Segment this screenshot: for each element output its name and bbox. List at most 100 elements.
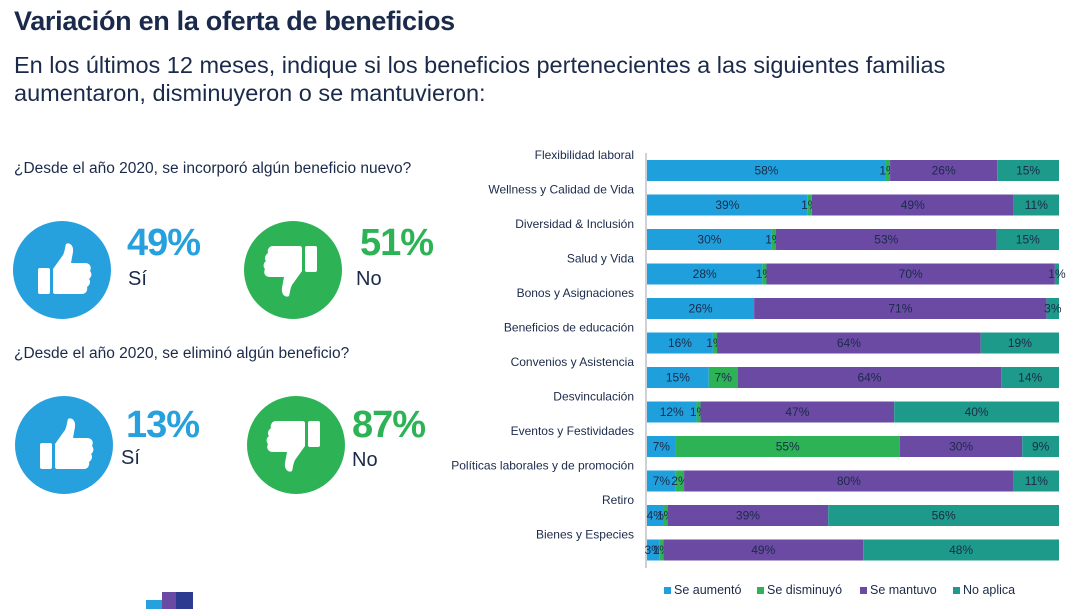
bar-segment — [980, 332, 1059, 354]
bar-segment — [700, 401, 895, 423]
page-subtitle: En los últimos 12 meses, indique si los … — [14, 52, 946, 106]
data-label: 28% — [693, 267, 717, 281]
data-label: 55% — [776, 440, 800, 454]
data-label: 3% — [644, 543, 662, 557]
yes-removed-label: Sí — [121, 447, 140, 469]
question-new-benefit: ¿Desde el año 2020, se incorporó algún b… — [14, 160, 412, 177]
data-label: 4% — [647, 509, 665, 523]
thumbs-up-icon — [38, 243, 92, 294]
data-label: 49% — [751, 543, 775, 557]
yes-new-label: Sí — [128, 268, 147, 290]
bar-segment — [717, 332, 981, 354]
bar-segment — [811, 194, 1014, 216]
category-label: Bonos y Asignaciones — [517, 286, 634, 300]
bar-segment — [1001, 367, 1059, 388]
bar-segment — [675, 470, 685, 492]
data-label: 48% — [949, 543, 973, 557]
bar-segment — [708, 367, 738, 388]
data-label: 39% — [736, 509, 760, 523]
bar-segment — [647, 298, 755, 319]
data-label: 12% — [660, 405, 684, 419]
bar-segment — [647, 160, 886, 181]
thumbs-down-icon — [263, 246, 317, 297]
bar-segment — [863, 539, 1059, 561]
bar-segment — [1022, 436, 1059, 457]
bar-segment — [1046, 298, 1059, 319]
legend-swatch — [664, 587, 671, 594]
bar-segment — [647, 332, 713, 354]
data-label: 56% — [932, 509, 956, 523]
logo-mark — [176, 592, 193, 609]
category-label: Beneficios de educación — [504, 321, 634, 335]
logo-mark — [146, 600, 162, 609]
bar-segment — [1013, 194, 1059, 216]
data-label: 30% — [949, 440, 973, 454]
category-label: Políticas laborales y de promoción — [451, 459, 634, 473]
data-label: 3% — [1044, 302, 1062, 316]
category-label: Eventos y Festividades — [511, 424, 634, 438]
bar-segment — [766, 263, 1055, 285]
bar-segment — [684, 470, 1014, 492]
page-title: Variación en la oferta de beneficios — [14, 6, 455, 36]
bar-segment — [663, 505, 668, 526]
thumbs-up-icon — [40, 418, 94, 469]
bar-segment — [659, 539, 664, 561]
bar-segment — [647, 263, 763, 285]
bar-segment — [647, 436, 676, 457]
data-label: 11% — [1025, 198, 1048, 212]
bar-segment — [647, 401, 697, 423]
category-label: Convenios y Asistencia — [511, 355, 635, 369]
category-label: Salud y Vida — [567, 252, 634, 266]
data-label: 53% — [874, 233, 898, 247]
bar-segment — [828, 505, 1059, 526]
category-label: Diversidad & Inclusión — [515, 217, 634, 231]
legend-label: No aplica — [963, 583, 1015, 597]
data-label: 7% — [653, 474, 671, 488]
data-label: 26% — [932, 164, 956, 178]
no-removed-pct: 87% — [352, 404, 426, 446]
bar-segment — [885, 160, 891, 181]
data-label: 15% — [1016, 164, 1040, 178]
bar-segment — [647, 539, 660, 561]
bar-segment — [675, 436, 900, 457]
data-label: 71% — [888, 302, 912, 316]
bar-segment — [771, 229, 777, 250]
data-label: 47% — [785, 405, 809, 419]
data-label: 40% — [965, 405, 989, 419]
yes-new-pct: 49% — [127, 222, 201, 264]
data-label: 16% — [668, 336, 692, 350]
no-new-label: No — [356, 268, 382, 290]
yes-removed-circle — [15, 396, 113, 494]
category-label: Flexibilidad laboral — [535, 148, 634, 162]
bar-segment — [754, 298, 1047, 319]
data-label: 14% — [1018, 371, 1042, 385]
data-label: 15% — [1016, 233, 1040, 247]
yes-new-circle — [13, 221, 111, 319]
data-label: 58% — [754, 164, 778, 178]
data-label: 1% — [1048, 267, 1066, 281]
yes-removed-pct: 13% — [126, 404, 200, 446]
category-label: Wellness y Calidad de Vida — [488, 183, 634, 197]
bar-segment — [1013, 470, 1059, 492]
bar-segment — [712, 332, 718, 354]
data-label: 64% — [857, 371, 881, 385]
data-label: 30% — [697, 233, 721, 247]
no-removed-label: No — [352, 449, 378, 471]
bar-segment — [890, 160, 998, 181]
data-label: 7% — [653, 440, 671, 454]
data-label: 39% — [715, 198, 739, 212]
bar-segment — [647, 194, 808, 216]
bar-segment — [762, 263, 767, 285]
bar-segment — [807, 194, 812, 216]
no-new-circle — [244, 221, 342, 319]
bar-segment — [997, 160, 1059, 181]
bar-segment — [776, 229, 997, 250]
bar-segment — [737, 367, 1002, 388]
bar-segment — [667, 505, 829, 526]
legend-label: Se mantuvo — [870, 583, 937, 597]
category-label: Retiro — [602, 493, 634, 507]
category-label: Desvinculación — [553, 390, 634, 404]
data-label: 26% — [689, 302, 713, 316]
data-label: 11% — [1025, 474, 1048, 488]
